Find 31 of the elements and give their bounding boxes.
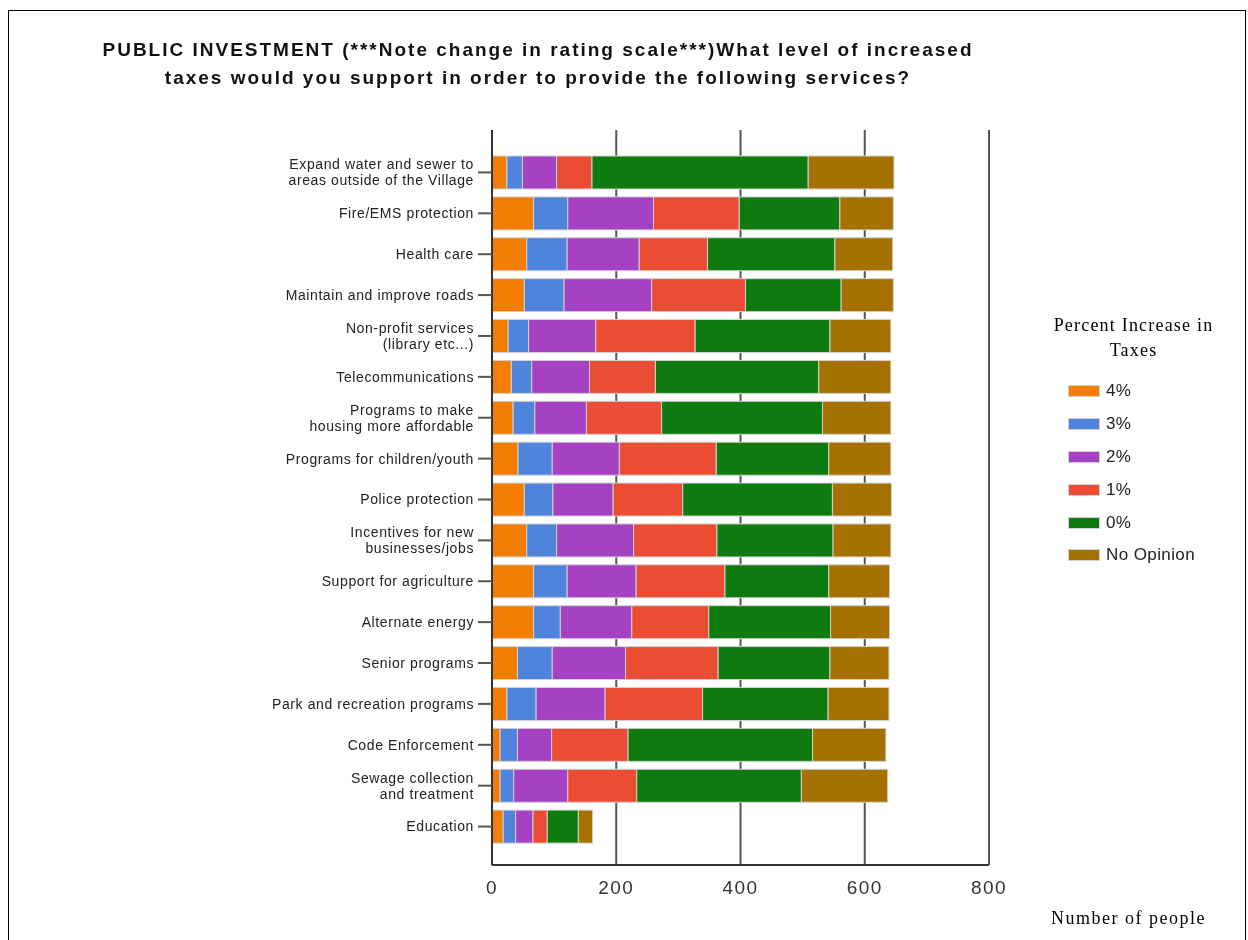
legend-title: Percent Increase in Taxes [1052, 314, 1215, 362]
x-axis-title: Number of people [1051, 908, 1206, 929]
y-tick-label: Telecommunications [336, 368, 474, 385]
y-tick-label: Code Enforcement [347, 736, 474, 753]
y-tick-label: Alternate energy [361, 614, 474, 631]
legend-label: 1% [1106, 479, 1132, 500]
y-tick-label: Programs to make housing more affordable [309, 401, 474, 434]
x-tick-label: 200 [598, 877, 635, 899]
x-tick-label: 400 [722, 877, 759, 899]
y-tick-label: Non-profit services (library etc...) [345, 319, 474, 352]
y-tick-label: Senior programs [361, 654, 474, 671]
legend-label: 2% [1106, 446, 1132, 467]
legend-label: 4% [1106, 381, 1132, 402]
chart-title: PUBLIC INVESTMENT (***Note change in rating scale***)What level of increased taxes would you support in order to provide the following services? [101, 38, 975, 90]
y-tick-label: Maintain and improve roads [285, 286, 474, 303]
y-tick-label: Expand water and sewer to areas outside of the Village [288, 156, 474, 189]
y-tick-label: Incentives for new businesses/jobs [350, 524, 475, 557]
legend-label: No Opinion [1106, 545, 1196, 566]
x-tick-label: 800 [970, 877, 1008, 899]
legend-label: 0% [1106, 512, 1132, 533]
y-tick-label: Health care [395, 246, 474, 263]
y-tick-label: Sewage collection and treatment [350, 769, 474, 802]
x-tick-label: 600 [846, 877, 883, 899]
y-tick-label: Programs for children/youth [285, 450, 474, 467]
legend-label: 3% [1106, 414, 1132, 435]
y-tick-label: Park and recreation programs [272, 695, 474, 712]
y-tick-label: Education [406, 818, 474, 835]
y-tick-label: Support for agriculture [321, 573, 474, 590]
y-tick-label: Fire/EMS protection [338, 205, 474, 222]
y-tick-label: Police protection [360, 491, 474, 508]
x-tick-label: 0 [485, 877, 499, 899]
